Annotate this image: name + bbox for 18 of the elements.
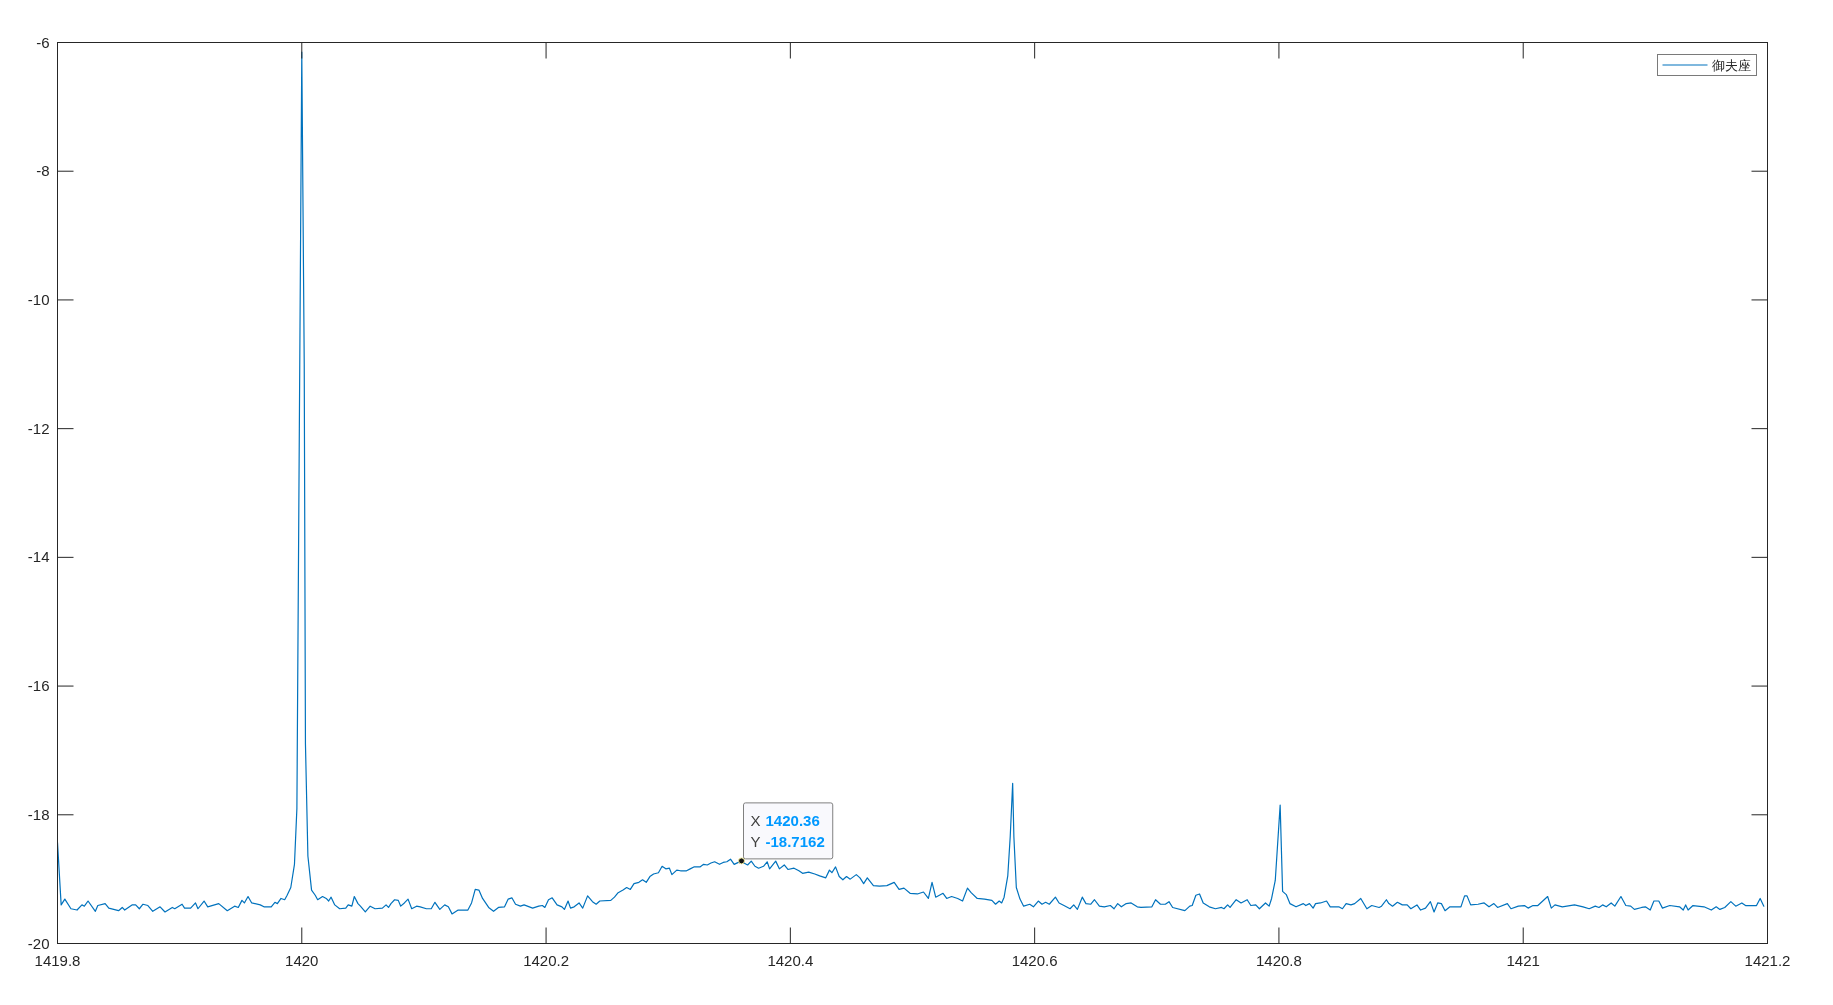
y-tick-label: -20 [27, 934, 50, 952]
x-tick-label: 1420.6 [1011, 951, 1058, 969]
x-tick-label: 1421 [1506, 951, 1540, 969]
y-tick-label: -14 [27, 548, 50, 566]
y-tick-label: -18 [27, 805, 50, 823]
annotation: X 1420.36 Y -18.7162 [750, 811, 825, 850]
y-tick-label: -16 [27, 677, 50, 695]
x-tick-label: 1420 [285, 951, 319, 969]
x-tick-label: 1420.4 [767, 951, 814, 969]
x-tick-label: 1420.2 [523, 951, 570, 969]
y-tick-label: -10 [27, 290, 50, 308]
x-tick-label: 1421.2 [1744, 951, 1791, 969]
y-tick-label: -8 [36, 162, 50, 180]
y-tick-label: -12 [27, 419, 50, 437]
x-tick-label: 1419.8 [34, 951, 81, 969]
x-tick-label: 1420.8 [1255, 951, 1302, 969]
y-tick-label: -6 [36, 33, 50, 51]
legend-label: 御夫座 [1711, 57, 1751, 73]
